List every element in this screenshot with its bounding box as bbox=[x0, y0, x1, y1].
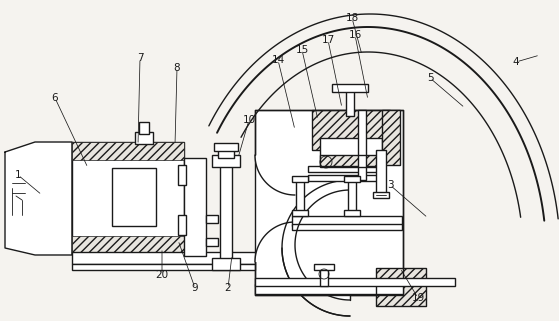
Text: 6: 6 bbox=[51, 93, 58, 103]
Text: 18: 18 bbox=[345, 13, 359, 23]
Bar bbox=[178, 215, 186, 235]
Bar bbox=[376, 268, 426, 306]
Bar bbox=[255, 110, 403, 295]
Bar bbox=[308, 166, 380, 172]
Bar bbox=[344, 210, 360, 216]
Text: 17: 17 bbox=[321, 35, 335, 45]
Bar bbox=[135, 132, 153, 144]
Bar bbox=[332, 84, 368, 92]
Text: 7: 7 bbox=[137, 53, 143, 63]
Text: 15: 15 bbox=[295, 45, 309, 55]
Bar bbox=[308, 175, 380, 181]
Bar bbox=[358, 110, 366, 180]
Bar bbox=[72, 236, 184, 254]
Bar bbox=[314, 264, 334, 270]
Bar bbox=[255, 278, 455, 286]
Bar bbox=[312, 110, 390, 150]
Bar bbox=[206, 238, 218, 246]
Bar bbox=[214, 143, 238, 151]
Bar bbox=[139, 122, 149, 134]
Bar bbox=[292, 176, 308, 182]
Text: 5: 5 bbox=[427, 73, 433, 83]
Bar bbox=[320, 138, 382, 166]
Bar bbox=[320, 155, 382, 167]
Text: 9: 9 bbox=[192, 283, 198, 293]
Bar bbox=[292, 216, 402, 226]
Bar bbox=[212, 258, 240, 270]
Polygon shape bbox=[5, 142, 72, 255]
Bar bbox=[346, 88, 354, 116]
Text: 19: 19 bbox=[411, 293, 425, 303]
Bar bbox=[344, 176, 360, 182]
Text: 14: 14 bbox=[271, 55, 285, 65]
Text: 1: 1 bbox=[15, 170, 21, 180]
Wedge shape bbox=[255, 155, 295, 195]
Text: 16: 16 bbox=[348, 30, 362, 40]
Bar bbox=[382, 110, 400, 165]
Bar bbox=[212, 155, 240, 167]
Bar bbox=[376, 268, 426, 306]
Wedge shape bbox=[295, 190, 350, 300]
Bar bbox=[255, 110, 403, 295]
Bar bbox=[218, 148, 234, 158]
Bar bbox=[312, 110, 390, 150]
Bar bbox=[72, 142, 184, 254]
Text: 2: 2 bbox=[225, 283, 231, 293]
Bar bbox=[255, 284, 403, 294]
Text: 3: 3 bbox=[387, 180, 394, 190]
Bar bbox=[72, 142, 184, 254]
Bar bbox=[72, 252, 255, 264]
Bar bbox=[178, 165, 186, 185]
Text: 20: 20 bbox=[155, 270, 169, 280]
Text: 4: 4 bbox=[513, 57, 519, 67]
Wedge shape bbox=[255, 222, 295, 262]
Bar bbox=[376, 150, 386, 195]
Bar bbox=[292, 210, 308, 216]
Bar bbox=[382, 110, 400, 165]
Bar bbox=[320, 155, 382, 167]
Bar bbox=[184, 158, 206, 256]
Bar bbox=[348, 180, 356, 212]
Bar bbox=[72, 264, 255, 270]
Bar bbox=[292, 224, 402, 230]
Bar bbox=[296, 180, 304, 212]
Text: 10: 10 bbox=[243, 115, 255, 125]
Bar bbox=[320, 268, 328, 286]
Bar bbox=[220, 160, 232, 260]
Text: 8: 8 bbox=[174, 63, 181, 73]
Bar bbox=[72, 142, 184, 160]
Bar bbox=[206, 215, 218, 223]
Bar bbox=[112, 168, 156, 226]
Bar bbox=[373, 192, 389, 198]
